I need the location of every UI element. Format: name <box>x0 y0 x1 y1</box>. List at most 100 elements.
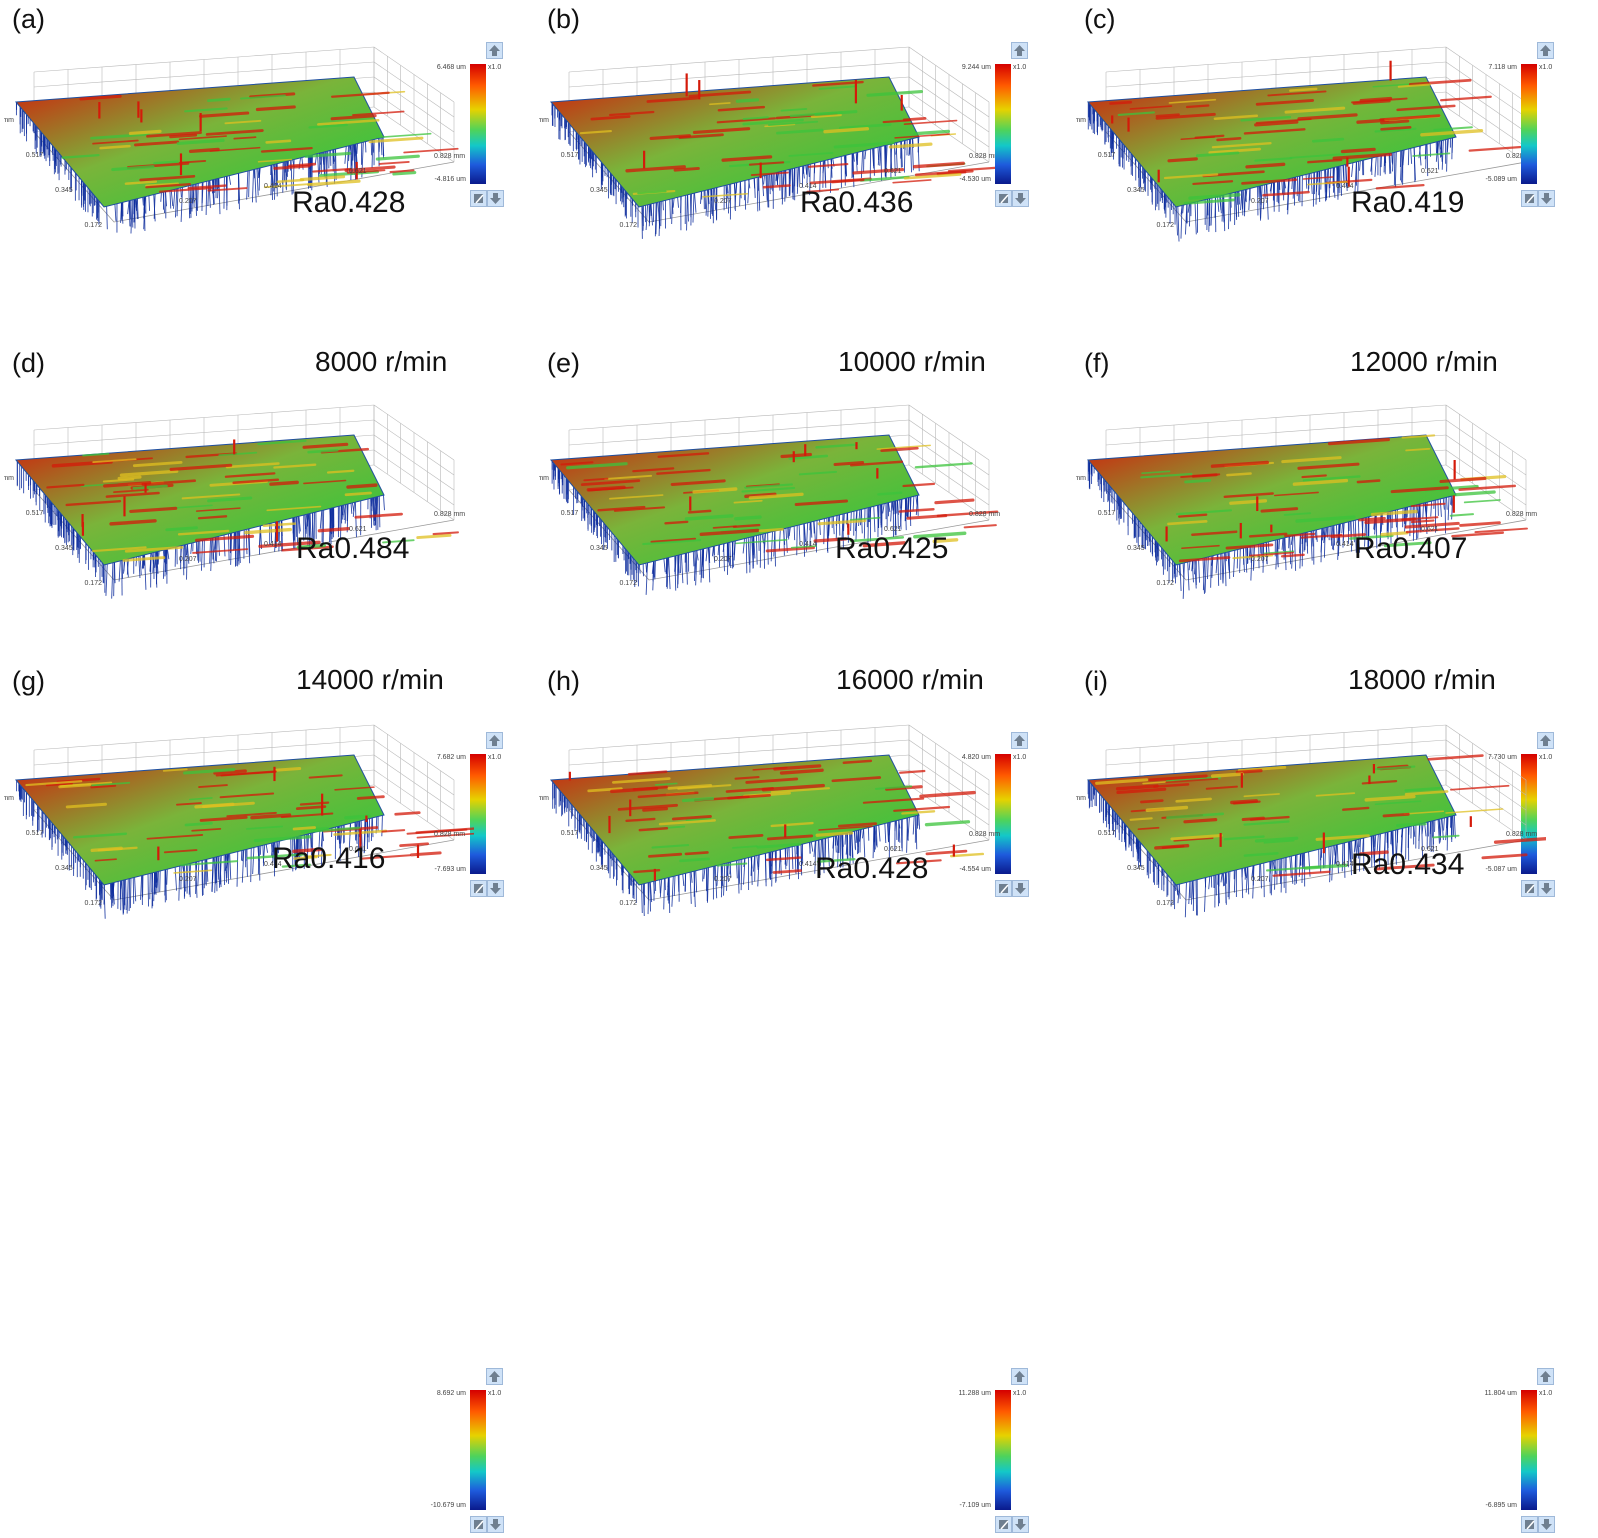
svg-text:0.690 mm: 0.690 mm <box>539 475 549 482</box>
svg-text:0.690 mm: 0.690 mm <box>539 795 549 802</box>
svg-text:0.207: 0.207 <box>1251 876 1269 883</box>
svg-text:0.207: 0.207 <box>179 876 197 883</box>
svg-text:0.207: 0.207 <box>179 198 197 205</box>
svg-text:0.690 mm: 0.690 mm <box>4 475 14 482</box>
surface-3d-plot: 0.690 mm0.5170.3450.1720.2070.4140.6210.… <box>4 400 474 640</box>
svg-text:0.517: 0.517 <box>26 152 44 159</box>
scale-min-label: -5.089 um <box>1477 176 1517 183</box>
svg-text:0.414: 0.414 <box>799 541 817 548</box>
scale-min-label: -10.679 um <box>426 1502 466 1509</box>
svg-text:0.621: 0.621 <box>1421 168 1439 175</box>
surface-3d-plot: 0.690 mm0.5170.3450.1720.2070.4140.6210.… <box>1076 42 1546 282</box>
panel-label: (g) <box>12 666 45 697</box>
svg-text:0.690 mm: 0.690 mm <box>539 117 549 124</box>
roughness-value: Ra0.419 <box>1351 186 1464 220</box>
scale-max-label: 8.692 um <box>426 1390 466 1397</box>
color-gradient <box>470 1390 486 1510</box>
spindle-speed-label: 18000 r/min <box>1348 664 1496 696</box>
svg-text:0.345: 0.345 <box>1127 865 1145 872</box>
arrow-up-icon[interactable] <box>1011 1368 1028 1385</box>
arrow-down-icon[interactable] <box>1012 190 1029 207</box>
arrow-down-icon[interactable] <box>1538 190 1555 207</box>
panel-label: (d) <box>12 348 45 379</box>
arrow-down-icon[interactable] <box>1538 1516 1555 1533</box>
brush-icon[interactable] <box>470 1516 487 1533</box>
roughness-value: Ra0.407 <box>1354 532 1467 566</box>
arrow-down-icon[interactable] <box>1012 1516 1029 1533</box>
svg-text:0.414: 0.414 <box>264 541 282 548</box>
spindle-speed-label: 16000 r/min <box>836 664 984 696</box>
svg-text:0.345: 0.345 <box>590 865 608 872</box>
svg-text:0.517: 0.517 <box>1098 510 1116 517</box>
svg-text:0.517: 0.517 <box>26 510 44 517</box>
surface-3d-plot: 0.690 mm0.5170.3450.1720.2070.4140.6210.… <box>1076 720 1546 960</box>
arrow-up-icon[interactable] <box>1011 42 1028 59</box>
scale-factor-label: x1.0 <box>488 1390 501 1397</box>
scale-max-label: 7.118 um <box>1477 64 1517 71</box>
svg-text:0.207: 0.207 <box>714 876 732 883</box>
brush-icon[interactable] <box>995 190 1012 207</box>
svg-text:0.172: 0.172 <box>84 580 102 587</box>
svg-text:0.172: 0.172 <box>619 580 637 587</box>
svg-text:0.517: 0.517 <box>1098 152 1116 159</box>
arrow-up-icon[interactable] <box>486 42 503 59</box>
arrow-up-icon[interactable] <box>486 1368 503 1385</box>
brush-icon[interactable] <box>995 1516 1012 1533</box>
scale-min-label: -7.109 um <box>951 1502 991 1509</box>
arrow-up-icon[interactable] <box>1011 732 1028 749</box>
roughness-value: Ra0.434 <box>1351 848 1464 882</box>
scale-max-label: 6.468 um <box>426 64 466 71</box>
brush-icon[interactable] <box>1521 190 1538 207</box>
scale-max-label: 9.244 um <box>951 64 991 71</box>
scale-max-label: 11.288 um <box>951 1390 991 1397</box>
surface-3d-plot: 0.690 mm0.5170.3450.1720.2070.4140.6210.… <box>539 400 1009 640</box>
svg-text:0.345: 0.345 <box>1127 187 1145 194</box>
brush-icon[interactable] <box>470 190 487 207</box>
svg-text:0.172: 0.172 <box>619 222 637 229</box>
surface-3d-plot: 0.690 mm0.5170.3450.1720.2070.4140.6210.… <box>4 720 474 960</box>
roughness-value: Ra0.425 <box>835 532 948 566</box>
arrow-down-icon[interactable] <box>487 880 504 897</box>
brush-icon[interactable] <box>1521 1516 1538 1533</box>
svg-text:0.828 mm: 0.828 mm <box>1506 831 1537 838</box>
spindle-speed-label: 8000 r/min <box>315 346 447 378</box>
svg-text:0.172: 0.172 <box>1156 900 1174 907</box>
arrow-down-icon[interactable] <box>487 190 504 207</box>
color-gradient <box>995 64 1011 184</box>
color-gradient <box>470 64 486 184</box>
svg-text:0.207: 0.207 <box>1251 198 1269 205</box>
svg-text:0.207: 0.207 <box>714 198 732 205</box>
svg-text:0.828 mm: 0.828 mm <box>969 831 1000 838</box>
svg-text:0.414: 0.414 <box>1336 541 1354 548</box>
svg-text:0.517: 0.517 <box>561 152 579 159</box>
arrow-up-icon[interactable] <box>486 732 503 749</box>
scale-factor-label: x1.0 <box>1539 1390 1552 1397</box>
svg-text:0.517: 0.517 <box>26 830 44 837</box>
arrow-down-icon[interactable] <box>1012 880 1029 897</box>
svg-text:0.690 mm: 0.690 mm <box>1076 795 1086 802</box>
roughness-value: Ra0.416 <box>272 842 385 876</box>
arrow-up-icon[interactable] <box>1537 42 1554 59</box>
svg-text:0.345: 0.345 <box>1127 545 1145 552</box>
spindle-speed-label: 12000 r/min <box>1350 346 1498 378</box>
panel-label: (h) <box>547 666 580 697</box>
svg-text:0.345: 0.345 <box>590 187 608 194</box>
svg-text:0.207: 0.207 <box>714 556 732 563</box>
arrow-up-icon[interactable] <box>1537 1368 1554 1385</box>
svg-text:0.345: 0.345 <box>55 187 73 194</box>
roughness-value: Ra0.428 <box>815 852 928 886</box>
svg-text:0.828 mm: 0.828 mm <box>434 511 465 518</box>
svg-text:0.690 mm: 0.690 mm <box>1076 475 1086 482</box>
svg-text:0.414: 0.414 <box>799 861 817 868</box>
scale-factor-label: x1.0 <box>488 64 501 71</box>
svg-text:0.690 mm: 0.690 mm <box>4 117 14 124</box>
color-gradient <box>1521 64 1537 184</box>
svg-text:0.172: 0.172 <box>1156 580 1174 587</box>
arrow-down-icon[interactable] <box>487 1516 504 1533</box>
svg-text:0.690 mm: 0.690 mm <box>4 795 14 802</box>
